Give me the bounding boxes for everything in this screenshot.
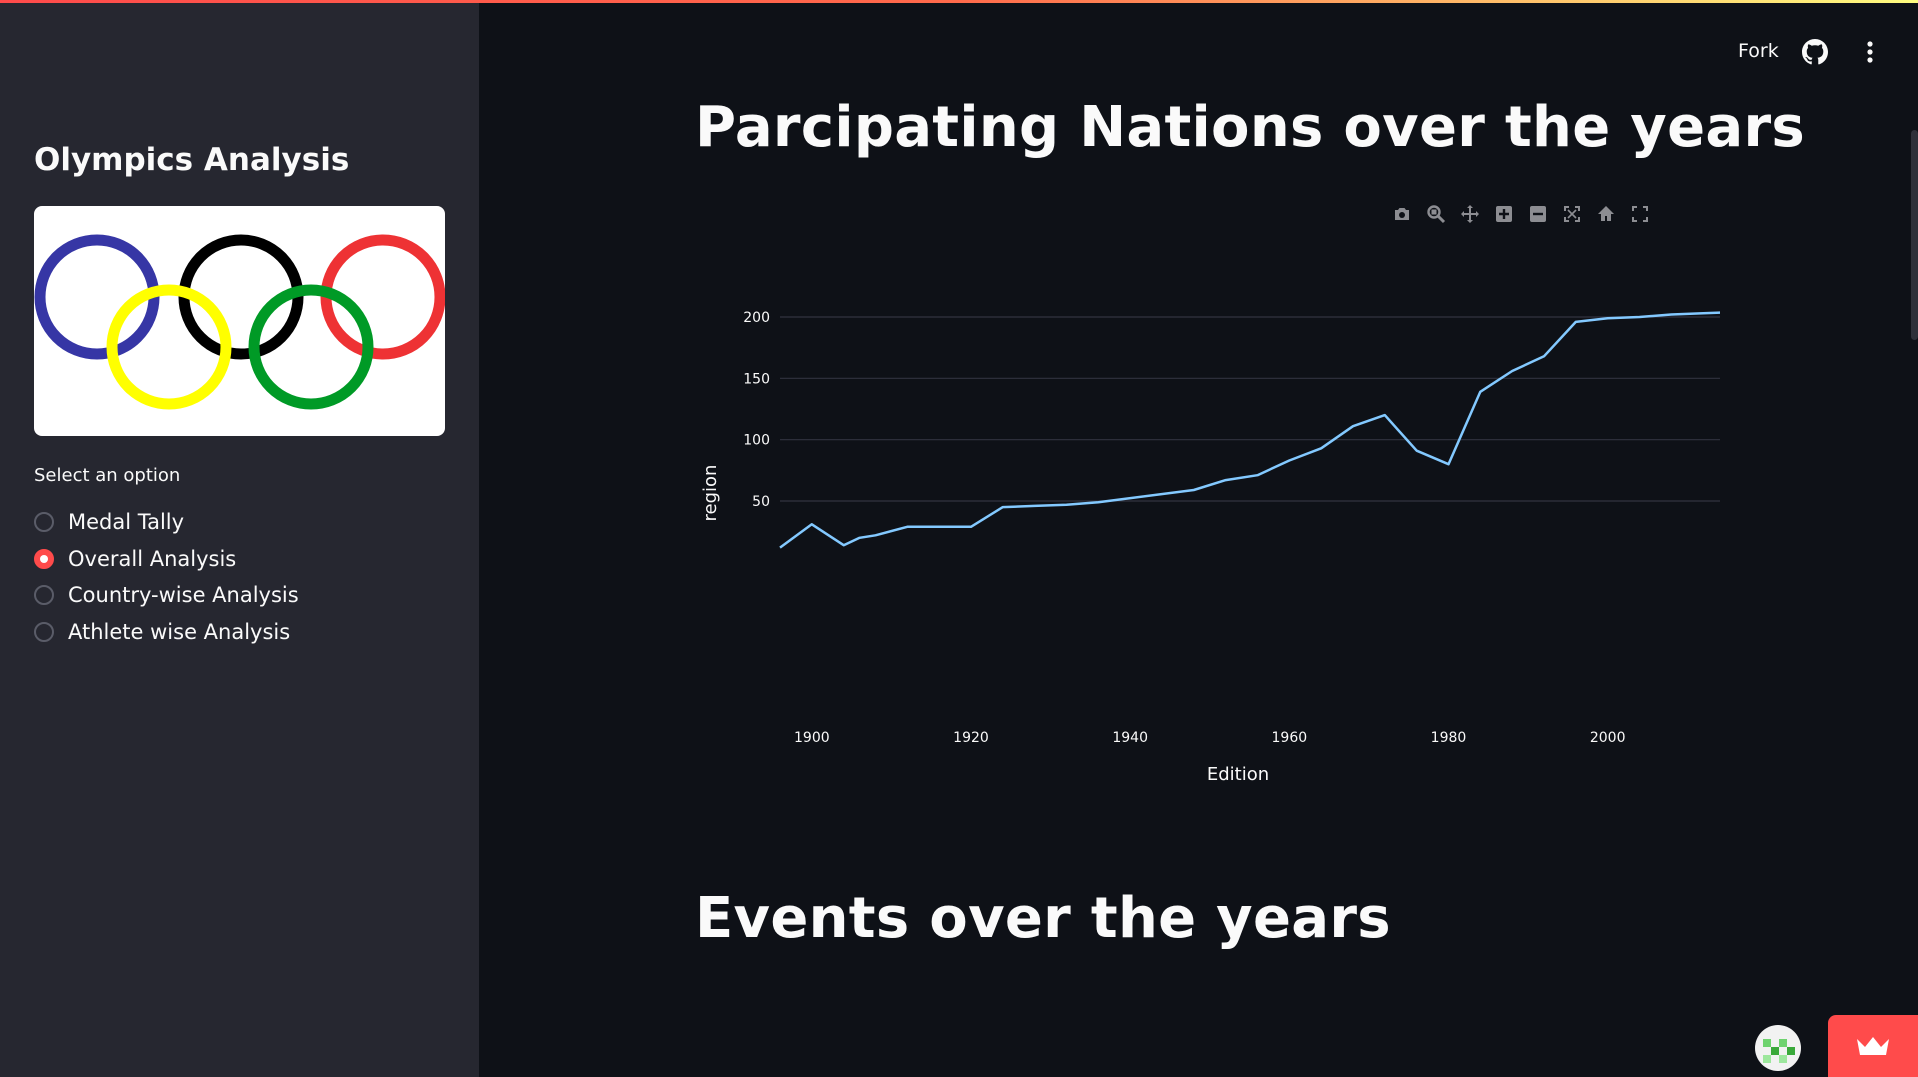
sidebar-title: Olympics Analysis xyxy=(34,142,350,178)
radio-medal-tally[interactable]: Medal Tally xyxy=(34,504,299,541)
zoom-icon[interactable] xyxy=(1422,200,1450,228)
analysis-radio-group: Medal Tally Overall Analysis Country-wis… xyxy=(34,504,299,650)
radio-overall-analysis[interactable]: Overall Analysis xyxy=(34,541,299,578)
page-heading-nations: Parcipating Nations over the years xyxy=(695,95,1806,160)
x-tick-label: 1960 xyxy=(1272,730,1308,746)
kebab-menu-icon[interactable] xyxy=(1858,39,1882,65)
top-decoration-bar xyxy=(0,0,1918,3)
crown-icon[interactable] xyxy=(1828,1015,1918,1077)
x-axis-label: Edition xyxy=(1207,764,1269,785)
sidebar: Olympics Analysis Select an option Medal… xyxy=(0,0,479,1077)
participating-nations-line-chart: 50 100 150 200 1900 1920 1940 1960 1980 2000 Edi… xyxy=(700,310,1720,785)
y-axis-ticks: 50 100 150 200 xyxy=(743,310,770,510)
radio-athlete-wise-analysis[interactable]: Athlete wise Analysis xyxy=(34,614,299,651)
y-tick-label: 50 xyxy=(752,494,770,510)
x-tick-label: 1980 xyxy=(1431,730,1467,746)
y-tick-label: 150 xyxy=(743,371,770,387)
page-scrollbar[interactable] xyxy=(1911,130,1918,340)
series-line xyxy=(779,311,1720,549)
zoom-out-icon[interactable] xyxy=(1524,200,1552,228)
x-tick-label: 1920 xyxy=(953,730,989,746)
fullscreen-icon[interactable] xyxy=(1626,200,1654,228)
radio-label: Medal Tally xyxy=(68,510,185,535)
radio-country-wise-analysis[interactable]: Country-wise Analysis xyxy=(34,577,299,614)
fork-button[interactable]: Fork xyxy=(1738,40,1779,62)
radio-circle-icon xyxy=(34,585,54,606)
y-tick-label: 100 xyxy=(743,433,770,449)
radio-label: Country-wise Analysis xyxy=(68,583,299,608)
feedback-avatar-icon[interactable] xyxy=(1755,1025,1801,1071)
x-tick-label: 1940 xyxy=(1112,730,1148,746)
y-tick-label: 200 xyxy=(743,310,770,326)
x-tick-label: 2000 xyxy=(1590,730,1626,746)
radio-selected-icon xyxy=(34,548,54,569)
zoom-in-icon[interactable] xyxy=(1490,200,1518,228)
x-tick-label: 1900 xyxy=(794,730,830,746)
y-axis-label: region xyxy=(700,465,721,522)
pan-icon[interactable] xyxy=(1456,200,1484,228)
radio-circle-icon xyxy=(34,621,54,642)
chart-modebar xyxy=(1388,200,1660,228)
x-axis-ticks: 1900 1920 1940 1960 1980 2000 xyxy=(794,730,1625,746)
camera-icon[interactable] xyxy=(1388,200,1416,228)
select-option-label: Select an option xyxy=(34,465,181,486)
autoscale-icon[interactable] xyxy=(1558,200,1586,228)
github-icon[interactable] xyxy=(1802,39,1828,65)
radio-circle-icon xyxy=(34,512,54,533)
olympic-rings-image xyxy=(34,206,445,436)
radio-label: Athlete wise Analysis xyxy=(68,619,291,644)
home-icon[interactable] xyxy=(1592,200,1620,228)
radio-label: Overall Analysis xyxy=(68,546,237,571)
chart-grid xyxy=(780,316,1720,502)
page-heading-events: Events over the years xyxy=(695,886,1391,951)
